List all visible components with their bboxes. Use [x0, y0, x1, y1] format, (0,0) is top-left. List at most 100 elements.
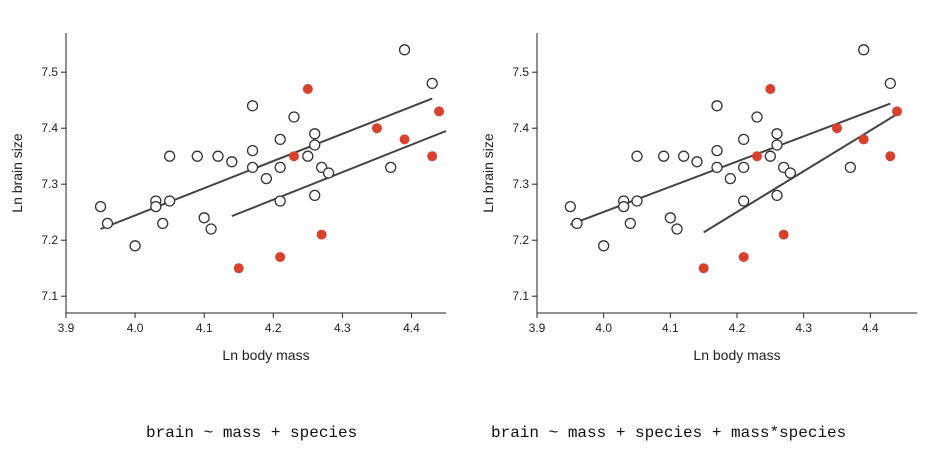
data-point-filled	[427, 151, 438, 162]
data-point-open	[288, 111, 300, 123]
data-point-open	[664, 212, 676, 224]
x-tick-label: 4.3	[334, 321, 351, 335]
chart-panel-2: 3.9 4.0 4.1 4.2 4.3 4.4 7.1 7.2 7.3 7.4 7.5 Ln body…	[480, 33, 917, 363]
data-point-filled	[275, 252, 286, 262]
data-point-open	[246, 100, 259, 112]
data-point-filled	[289, 151, 299, 162]
data-point-open	[260, 172, 273, 185]
y-tick-label: 7.3	[41, 177, 58, 191]
data-point-open	[198, 212, 210, 224]
data-point-filled	[892, 106, 902, 117]
x-tick-label: 3.9	[529, 321, 546, 335]
fit-line-2	[703, 113, 898, 234]
data-point-filled	[885, 151, 896, 162]
x-tick-label: 4.4	[862, 321, 879, 335]
caption-model-additive: brain ~ mass + species	[146, 424, 358, 442]
data-point-filled	[302, 84, 313, 94]
x-tick-label: 4.4	[403, 321, 420, 335]
data-point-open	[571, 217, 583, 230]
data-point-open	[302, 150, 314, 162]
data-point-open	[764, 150, 776, 162]
data-point-filled	[371, 123, 382, 134]
data-point-open	[751, 111, 763, 123]
data-point-open	[678, 150, 690, 162]
y-tick-label: 7.5	[512, 65, 529, 79]
data-point-open	[246, 161, 259, 174]
data-point-open	[246, 144, 259, 157]
y-tick-label: 7.3	[512, 177, 529, 191]
data-point-open	[309, 139, 321, 151]
y-axis-label: Ln brain size	[480, 133, 496, 213]
x-tick-label: 4.0	[595, 321, 612, 335]
data-point-open	[322, 167, 335, 179]
data-point-filled	[434, 106, 445, 117]
data-point-open	[598, 240, 610, 252]
data-point-open	[631, 150, 643, 162]
x-tick-label: 3.9	[58, 321, 75, 335]
x-axis-label: Ln body mass	[693, 347, 780, 363]
data-point-open	[631, 195, 643, 207]
data-point-open	[426, 77, 438, 90]
y-tick-label: 7.1	[512, 289, 529, 303]
y-axis-label: Ln brain size	[9, 133, 25, 213]
data-point-open	[163, 150, 176, 162]
data-point-open	[94, 200, 107, 213]
data-point-filled	[233, 263, 244, 274]
data-point-open	[150, 200, 162, 213]
data-point-open	[624, 217, 636, 230]
data-point-filled	[399, 134, 410, 145]
data-point-open	[564, 200, 576, 213]
data-point-open	[309, 189, 321, 202]
data-point-open	[101, 217, 114, 230]
data-point-open	[771, 128, 783, 140]
data-point-open	[274, 195, 286, 207]
data-point-open	[711, 144, 723, 157]
data-point-open	[129, 240, 141, 252]
data-point-open	[618, 200, 630, 213]
data-point-open	[191, 150, 203, 162]
x-axis-label: Ln body mass	[222, 347, 309, 363]
data-point-open	[738, 195, 750, 207]
data-point-open	[274, 133, 286, 146]
data-point-open	[691, 156, 703, 168]
data-point-filled	[752, 151, 762, 162]
caption-model-interaction: brain ~ mass + species + mass*species	[491, 424, 847, 442]
data-point-filled	[316, 229, 327, 240]
data-point-open	[724, 172, 736, 185]
x-tick-label: 4.2	[265, 321, 282, 335]
data-point-open	[738, 161, 750, 174]
data-point-open	[771, 189, 783, 202]
data-point-open	[274, 161, 286, 174]
data-point-open	[884, 77, 896, 90]
data-point-filled	[858, 134, 869, 145]
x-tick-label: 4.1	[662, 321, 679, 335]
y-tick-label: 7.1	[41, 289, 58, 303]
y-tick-label: 7.4	[512, 121, 529, 135]
y-tick-label: 7.2	[41, 233, 58, 247]
data-point-filled	[738, 252, 749, 262]
data-point-filled	[778, 229, 789, 240]
data-point-open	[671, 223, 683, 235]
data-point-open	[309, 128, 321, 140]
data-point-open	[226, 156, 238, 168]
data-point-open	[711, 161, 723, 174]
data-point-open	[858, 44, 870, 56]
data-point-open	[163, 195, 176, 207]
data-point-open	[212, 150, 224, 162]
y-tick-label: 7.4	[41, 121, 58, 135]
chart-panel-1: 3.9 4.0 4.1 4.2 4.3 4.4 7.1 7.2 7.3 7.4 7.5 Ln body…	[9, 33, 447, 363]
data-point-open	[711, 100, 723, 112]
data-point-filled	[832, 123, 842, 134]
data-point-open	[398, 44, 411, 56]
data-point-open	[157, 217, 169, 230]
data-point-open	[784, 167, 796, 179]
data-point-filled	[765, 84, 776, 94]
y-tick-label: 7.5	[41, 65, 58, 79]
data-point-open	[205, 223, 217, 235]
x-tick-label: 4.3	[795, 321, 812, 335]
data-point-filled	[698, 263, 709, 274]
data-point-open	[738, 133, 750, 146]
data-point-open	[844, 161, 856, 174]
x-tick-label: 4.1	[196, 321, 213, 335]
